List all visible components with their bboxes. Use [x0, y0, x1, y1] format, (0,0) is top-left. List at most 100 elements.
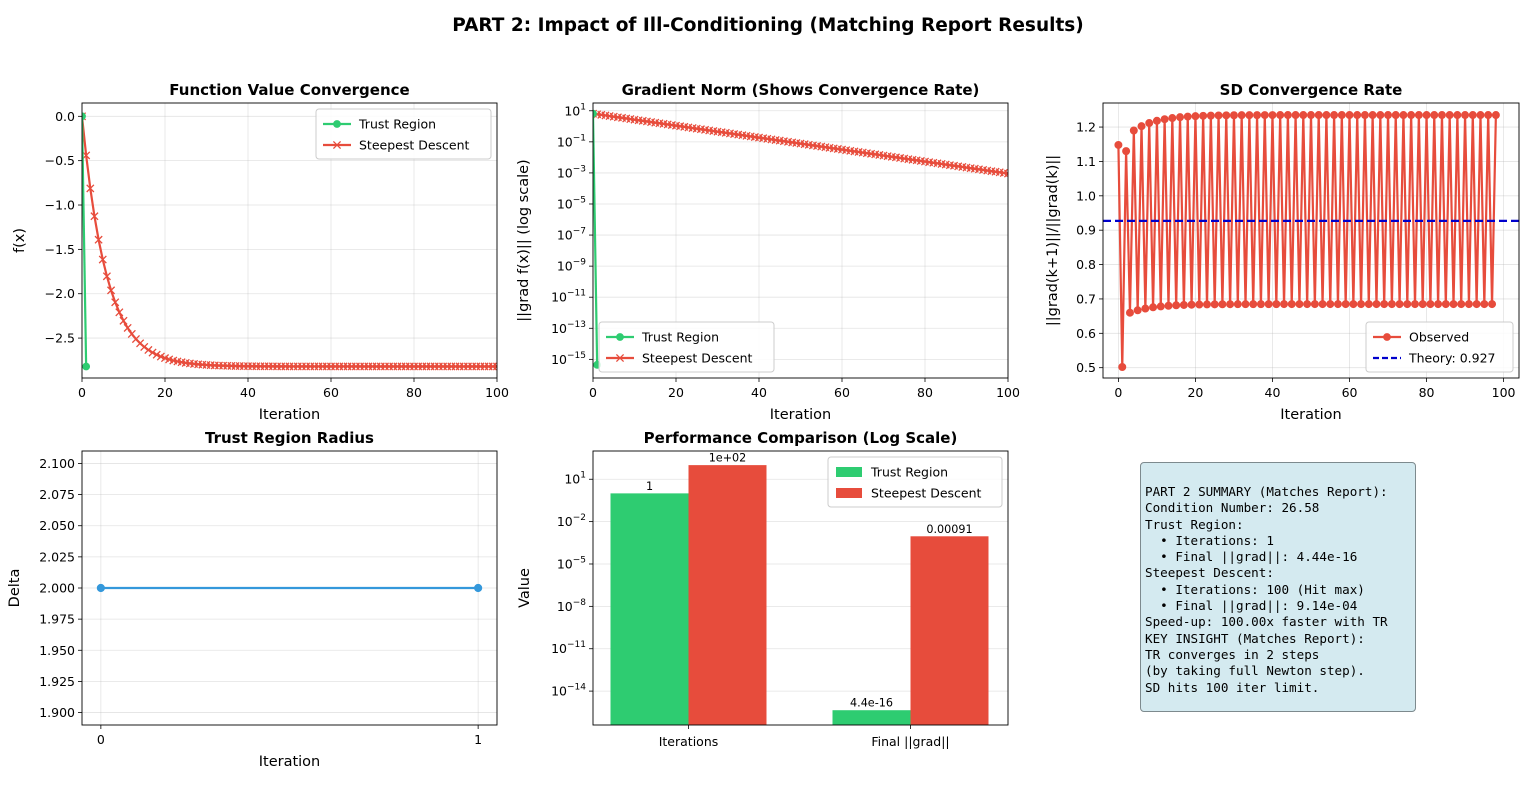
y-tick-label: 1.975 [39, 612, 75, 627]
data-point [1437, 111, 1446, 120]
data-point [115, 308, 124, 317]
data-point [1249, 300, 1258, 309]
axes-frame [81, 450, 498, 726]
plot-area [1114, 111, 1500, 371]
data-point [1360, 111, 1369, 120]
y-tick-label: −1.0 [45, 198, 75, 213]
data-point [1187, 300, 1196, 309]
data-point [1214, 111, 1223, 120]
data-point [1484, 111, 1493, 120]
y-tick-label: 10−2 [557, 513, 586, 529]
y-tick-label: 10−8 [557, 598, 586, 614]
summary-line: • Final ||grad||: 4.44e-16 [1145, 549, 1358, 565]
y-tick-label: 10−14 [551, 683, 586, 699]
data-point [1210, 300, 1219, 309]
data-point [1133, 306, 1142, 315]
y-tick-label: −0.5 [45, 153, 75, 168]
data-point [1364, 300, 1373, 309]
x-tick-label: 100 [996, 385, 1020, 400]
legend-marker [1383, 333, 1391, 341]
x-tick-label: 0 [97, 732, 105, 747]
summary-box: PART 2 SUMMARY (Matches Report): Conditio… [1140, 462, 1416, 712]
legend-box [827, 456, 1003, 508]
data-point [1345, 111, 1354, 120]
summary-line: • Final ||grad||: 9.14e-04 [1145, 598, 1358, 614]
axes-frame [81, 102, 498, 379]
data-point [1310, 300, 1319, 309]
bar-trust-region [610, 493, 689, 725]
summary-line: • Iterations: 100 (Hit max) [1145, 581, 1365, 597]
data-point [90, 212, 99, 221]
series-line-trust-region [82, 116, 88, 367]
data-point [1276, 111, 1285, 120]
data-point [1122, 147, 1131, 156]
data-point [1295, 300, 1304, 309]
data-point [98, 255, 107, 264]
data-point [86, 184, 95, 193]
x-axis-label: Iteration [770, 407, 832, 423]
data-point [1168, 114, 1177, 123]
data-point [1176, 113, 1185, 122]
y-tick-label: 2.100 [39, 456, 75, 471]
x-tick-label: 60 [834, 385, 850, 400]
data-point [1476, 111, 1485, 120]
x-tick-label: 60 [1342, 385, 1358, 400]
data-point [593, 109, 597, 118]
legend-label: Trust Region [358, 117, 436, 132]
y-tick-label: 1.0 [1076, 188, 1096, 203]
data-point [1156, 302, 1165, 311]
series-line-trust-region [593, 113, 599, 365]
x-tick-label: 0 [1114, 385, 1122, 400]
bar-trust-region [832, 710, 911, 725]
y-tick-label: 2.025 [39, 549, 75, 564]
data-point [1418, 300, 1427, 309]
data-point [1179, 300, 1188, 309]
legend-swatch [836, 488, 862, 498]
data-point [1129, 126, 1138, 135]
data-point [1326, 300, 1335, 309]
legend-swatch [836, 467, 862, 477]
y-axis-label: ||grad(k+1)||/||grad(k)|| [1045, 155, 1061, 326]
data-point [1434, 300, 1443, 309]
legend-box [315, 108, 492, 160]
plot-area [593, 109, 1008, 369]
data-point [1341, 300, 1350, 309]
legend-label: Steepest Descent [871, 486, 982, 501]
x-tick-label: 80 [406, 385, 422, 400]
y-tick-label: 10−11 [551, 289, 586, 305]
data-point [82, 362, 91, 371]
y-tick-label: 10−11 [551, 640, 586, 656]
y-tick-label: 10−13 [551, 320, 586, 336]
x-axis-label: Iteration [1280, 407, 1342, 423]
x-tick-label: 40 [751, 385, 767, 400]
summary-line: SD hits 100 iter limit. [1145, 679, 1320, 695]
y-tick-label: −2.0 [45, 286, 75, 301]
data-point [1387, 300, 1396, 309]
data-point [1445, 111, 1454, 120]
chart-title: Trust Region Radius [205, 429, 374, 447]
data-point [1488, 300, 1497, 309]
data-point [1426, 300, 1435, 309]
data-point [474, 583, 483, 593]
legend-marker [332, 140, 342, 150]
data-point [1368, 111, 1377, 120]
y-tick-label: 1.925 [39, 674, 75, 689]
bar-value-label: 1 [646, 480, 653, 493]
data-point [1468, 111, 1477, 120]
bar-steepest-descent [910, 536, 989, 725]
data-point [1118, 363, 1127, 371]
legend-marker [333, 120, 341, 128]
y-tick-label: 1.1 [1076, 154, 1096, 169]
data-point [144, 345, 153, 355]
data-point [94, 235, 103, 244]
summary-line: TR converges in 2 steps [1145, 646, 1320, 662]
data-point [1268, 111, 1277, 120]
axes-frame [592, 450, 1009, 726]
y-tick-label: 0.7 [1076, 291, 1096, 306]
y-tick-label: 10−5 [557, 195, 586, 211]
y-tick-label: 2.050 [39, 518, 75, 533]
x-tick-label: 20 [668, 385, 684, 400]
legend-label: Trust Region [870, 465, 948, 480]
data-point [1233, 300, 1242, 309]
data-point [1141, 304, 1150, 313]
